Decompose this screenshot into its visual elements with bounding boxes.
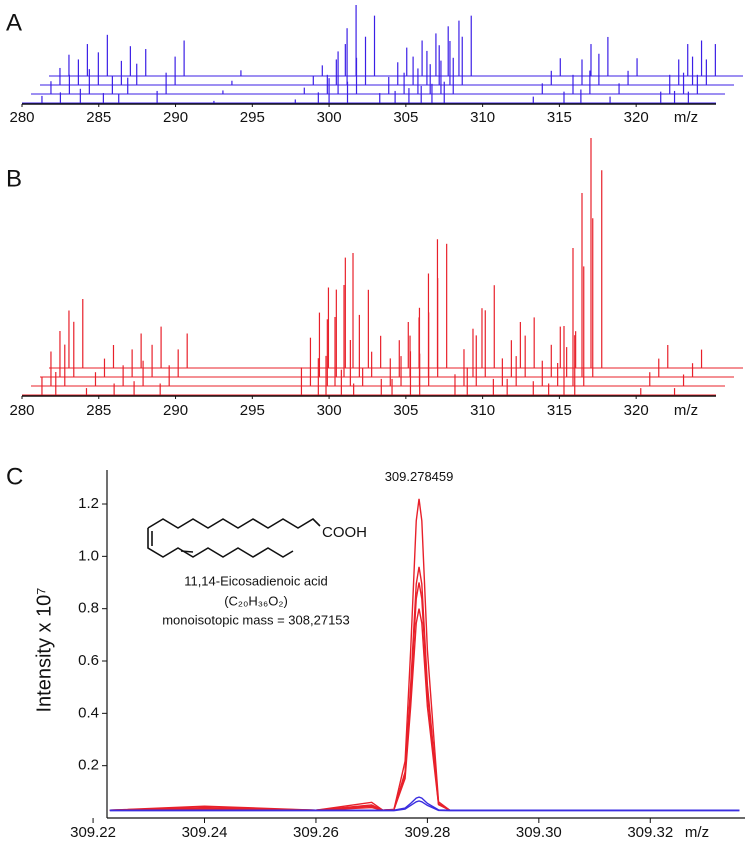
x-tick-label: 315 bbox=[547, 109, 572, 126]
x-tick-label: 305 bbox=[393, 109, 418, 126]
x-tick-label: 309.24 bbox=[182, 824, 228, 841]
x-axis-label: m/z bbox=[674, 402, 698, 419]
x-tick-label: 309.22 bbox=[70, 824, 116, 841]
panel-label: B bbox=[6, 165, 22, 192]
x-tick-label: 285 bbox=[86, 109, 111, 126]
x-tick-label: 280 bbox=[9, 109, 34, 126]
x-tick-label: 320 bbox=[624, 402, 649, 419]
x-tick-label: 315 bbox=[547, 402, 572, 419]
spectrum-line bbox=[109, 800, 740, 812]
x-tick-label: 320 bbox=[624, 109, 649, 126]
x-tick-label: 285 bbox=[86, 402, 111, 419]
panel-label: C bbox=[6, 463, 23, 490]
chain-lower bbox=[147, 528, 294, 558]
x-tick-label: 290 bbox=[163, 402, 188, 419]
x-tick-label: 300 bbox=[317, 109, 342, 126]
chain-upper bbox=[147, 517, 321, 529]
y-tick-label: 0.4 bbox=[78, 704, 99, 721]
x-tick-label: 295 bbox=[240, 109, 265, 126]
functional-group: COOH bbox=[322, 524, 367, 541]
y-tick-label: 0.6 bbox=[78, 652, 99, 669]
y-tick-label: 1.2 bbox=[78, 495, 99, 512]
compound-name: 11,14-Eicosadienoic acid bbox=[184, 573, 328, 588]
y-axis-label: Intensity x 10⁷ bbox=[33, 587, 55, 712]
x-tick-label: 305 bbox=[393, 402, 418, 419]
y-tick-label: 1.0 bbox=[78, 547, 99, 564]
x-tick-label: 280 bbox=[9, 402, 34, 419]
x-tick-label: 309.28 bbox=[404, 824, 450, 841]
spectrum-line bbox=[109, 566, 740, 811]
molecule-structure bbox=[147, 517, 321, 558]
x-tick-label: 309.26 bbox=[293, 824, 339, 841]
compound-formula: (C₂₀H₃₆O₂) bbox=[224, 593, 288, 608]
x-tick-label: 310 bbox=[470, 109, 495, 126]
x-axis-label: m/z bbox=[674, 109, 698, 126]
y-tick-label: 0.8 bbox=[78, 600, 99, 617]
peak-annotation: 309.278459 bbox=[385, 469, 454, 484]
compound-mass: monoisotopic mass = 308,27153 bbox=[162, 612, 350, 627]
double-bond bbox=[180, 550, 194, 553]
x-tick-label: 295 bbox=[240, 402, 265, 419]
x-tick-label: 309.32 bbox=[627, 824, 673, 841]
x-tick-label: 310 bbox=[470, 402, 495, 419]
x-tick-label: 290 bbox=[163, 109, 188, 126]
x-axis-label: m/z bbox=[685, 824, 709, 841]
panel-label: A bbox=[6, 9, 22, 36]
y-tick-label: 0.2 bbox=[78, 757, 99, 774]
x-tick-label: 309.30 bbox=[516, 824, 562, 841]
x-tick-label: 300 bbox=[317, 402, 342, 419]
